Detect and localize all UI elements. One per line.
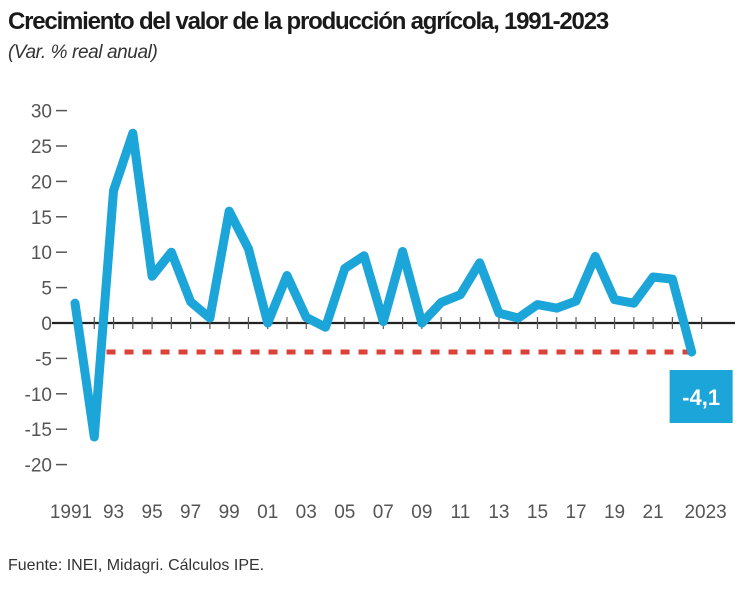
y-tick-label: 30 (31, 102, 52, 123)
series-group (70, 128, 697, 442)
x-tick-label: 15 (527, 502, 548, 523)
x-tick-label: 19 (604, 502, 625, 523)
x-tick-label: 93 (103, 502, 124, 523)
x-tick-label: 17 (565, 502, 586, 523)
y-tick-label: -10 (25, 385, 52, 406)
x-tick-label: 13 (488, 502, 509, 523)
y-tick-label: -15 (25, 420, 52, 441)
x-tick-label: 03 (296, 502, 317, 523)
y-tick-label: 15 (31, 208, 52, 229)
x-tick-label: 21 (643, 502, 664, 523)
x-tick-label: 07 (373, 502, 394, 523)
y-tick-label: -20 (25, 456, 52, 477)
series-line (70, 128, 697, 442)
y-tick-label: 25 (31, 137, 52, 158)
x-tick-label: 01 (257, 502, 278, 523)
value-label: -4,1 (682, 385, 720, 410)
y-tick-label: 5 (41, 279, 52, 300)
y-tick-label: 0 (41, 314, 52, 335)
x-tick-label: 09 (411, 502, 432, 523)
x-tick-label: 1991 (50, 502, 92, 523)
y-tick-label: -5 (35, 349, 52, 370)
y-tick-label: 10 (31, 243, 52, 264)
value-label-box (669, 370, 733, 423)
annotation-group: -4,1 (669, 370, 733, 423)
chart-title: Crecimiento del valor de la producción a… (8, 8, 609, 35)
x-tick-label: 11 (451, 502, 471, 523)
y-tick-label: 20 (31, 172, 52, 193)
x-tick-label: 05 (334, 502, 355, 523)
chart-subtitle: (Var. % real anual) (8, 42, 158, 63)
x-axis: 1991 93 95 97 99 01 03 05 07 09 11 13 15 17 19 21 2023 (50, 317, 735, 523)
source-note: Fuente: INEI, Midagri. Cálculos IPE. (8, 557, 265, 574)
x-tick-label: 2023 (684, 502, 726, 523)
y-axis: 30 25 20 15 10 5 0 -5 -10 -15 -20 (25, 102, 67, 477)
x-tick-label: 95 (142, 502, 163, 523)
x-tick-label: 97 (180, 502, 201, 523)
x-tick-label: 99 (219, 502, 240, 523)
